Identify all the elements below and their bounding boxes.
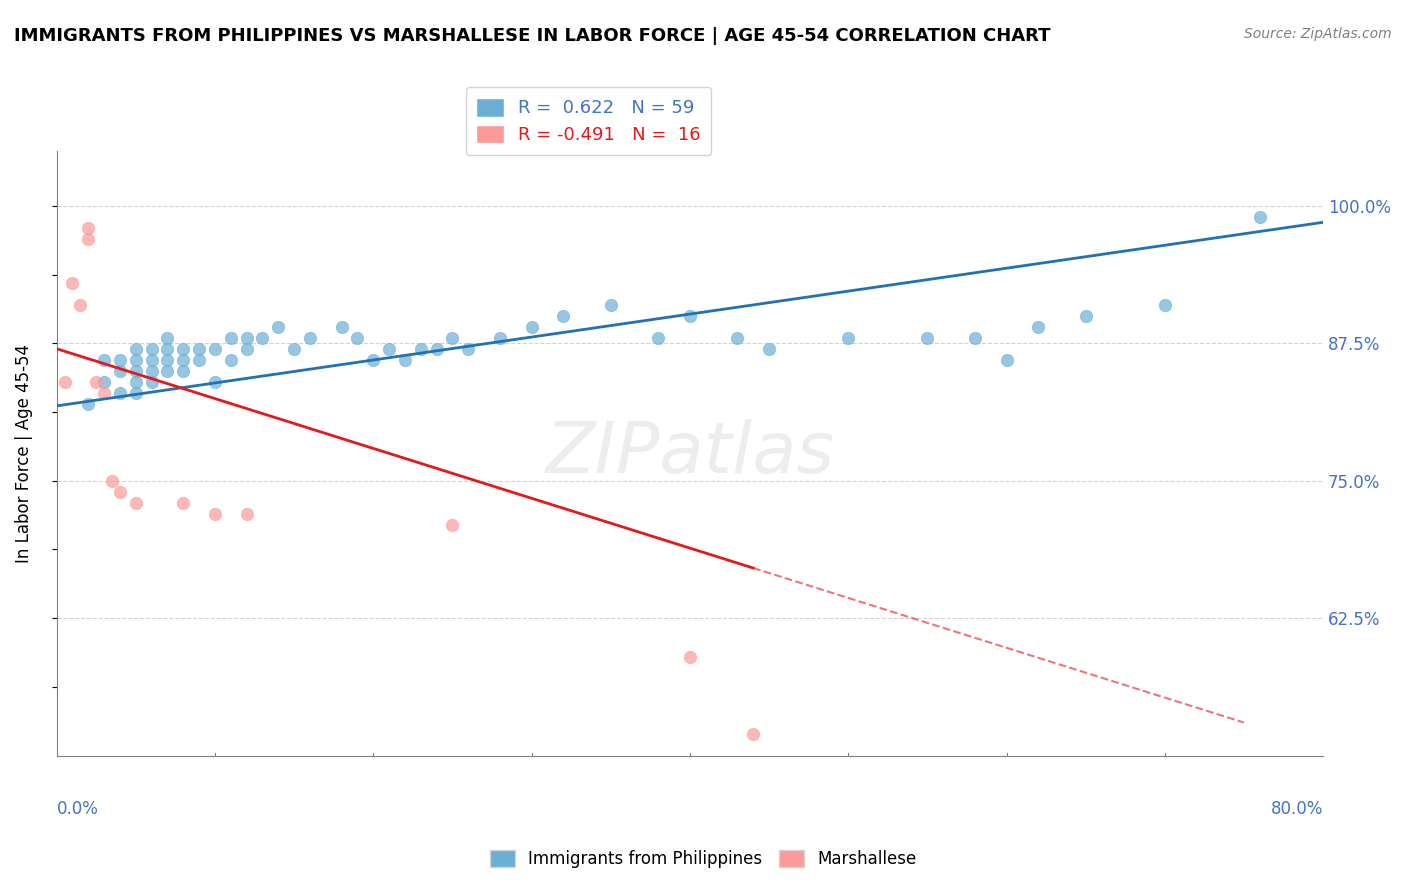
Point bbox=[93, 352, 115, 367]
Point bbox=[125, 364, 148, 378]
Point bbox=[125, 375, 148, 389]
Point bbox=[267, 319, 290, 334]
Point bbox=[441, 331, 464, 345]
Legend: Immigrants from Philippines, Marshallese: Immigrants from Philippines, Marshallese bbox=[484, 843, 922, 875]
Point bbox=[1153, 298, 1175, 312]
Point bbox=[394, 352, 416, 367]
Point bbox=[742, 726, 765, 740]
Point bbox=[1074, 309, 1097, 323]
Point bbox=[725, 331, 748, 345]
Point bbox=[963, 331, 986, 345]
Point bbox=[647, 331, 669, 345]
Point bbox=[188, 342, 211, 356]
Point bbox=[141, 364, 163, 378]
Point bbox=[679, 309, 702, 323]
Point bbox=[441, 517, 464, 532]
Point bbox=[204, 507, 226, 521]
Point bbox=[93, 375, 115, 389]
Point bbox=[409, 342, 432, 356]
Point bbox=[1026, 319, 1049, 334]
Point bbox=[156, 364, 179, 378]
Point bbox=[283, 342, 305, 356]
Point bbox=[53, 375, 76, 389]
Point bbox=[156, 342, 179, 356]
Y-axis label: In Labor Force | Age 45-54: In Labor Force | Age 45-54 bbox=[15, 343, 32, 563]
Point bbox=[235, 507, 257, 521]
Point bbox=[235, 342, 257, 356]
Point bbox=[252, 331, 274, 345]
Point bbox=[995, 352, 1018, 367]
Point bbox=[378, 342, 401, 356]
Point bbox=[108, 352, 131, 367]
Legend: R =  0.622   N = 59, R = -0.491   N =  16: R = 0.622 N = 59, R = -0.491 N = 16 bbox=[465, 87, 711, 155]
Point bbox=[172, 342, 194, 356]
Point bbox=[108, 484, 131, 499]
Point bbox=[426, 342, 449, 356]
Point bbox=[62, 276, 84, 290]
Point bbox=[361, 352, 384, 367]
Point bbox=[204, 342, 226, 356]
Point bbox=[219, 331, 242, 345]
Point bbox=[108, 385, 131, 400]
Point bbox=[599, 298, 621, 312]
Point bbox=[172, 352, 194, 367]
Text: Source: ZipAtlas.com: Source: ZipAtlas.com bbox=[1244, 27, 1392, 41]
Point bbox=[346, 331, 368, 345]
Point bbox=[125, 496, 148, 510]
Point bbox=[156, 331, 179, 345]
Text: ZIPatlas: ZIPatlas bbox=[546, 418, 834, 488]
Point bbox=[141, 352, 163, 367]
Point bbox=[204, 375, 226, 389]
Point bbox=[125, 352, 148, 367]
Point bbox=[457, 342, 479, 356]
Text: 80.0%: 80.0% bbox=[1271, 799, 1323, 817]
Point bbox=[141, 375, 163, 389]
Point bbox=[108, 364, 131, 378]
Point bbox=[84, 375, 107, 389]
Point bbox=[489, 331, 512, 345]
Point bbox=[330, 319, 353, 334]
Point bbox=[553, 309, 575, 323]
Point bbox=[101, 474, 124, 488]
Point bbox=[93, 385, 115, 400]
Point bbox=[172, 496, 194, 510]
Point bbox=[188, 352, 211, 367]
Point bbox=[520, 319, 543, 334]
Point bbox=[235, 331, 257, 345]
Point bbox=[837, 331, 859, 345]
Point bbox=[125, 385, 148, 400]
Point bbox=[298, 331, 321, 345]
Point bbox=[679, 649, 702, 664]
Point bbox=[125, 342, 148, 356]
Point bbox=[156, 352, 179, 367]
Point bbox=[77, 232, 100, 246]
Point bbox=[77, 397, 100, 411]
Point bbox=[77, 220, 100, 235]
Point bbox=[69, 298, 91, 312]
Point bbox=[917, 331, 939, 345]
Text: 0.0%: 0.0% bbox=[56, 799, 98, 817]
Point bbox=[219, 352, 242, 367]
Text: IMMIGRANTS FROM PHILIPPINES VS MARSHALLESE IN LABOR FORCE | AGE 45-54 CORRELATIO: IMMIGRANTS FROM PHILIPPINES VS MARSHALLE… bbox=[14, 27, 1050, 45]
Point bbox=[172, 364, 194, 378]
Point bbox=[141, 342, 163, 356]
Point bbox=[758, 342, 780, 356]
Point bbox=[1249, 210, 1271, 224]
